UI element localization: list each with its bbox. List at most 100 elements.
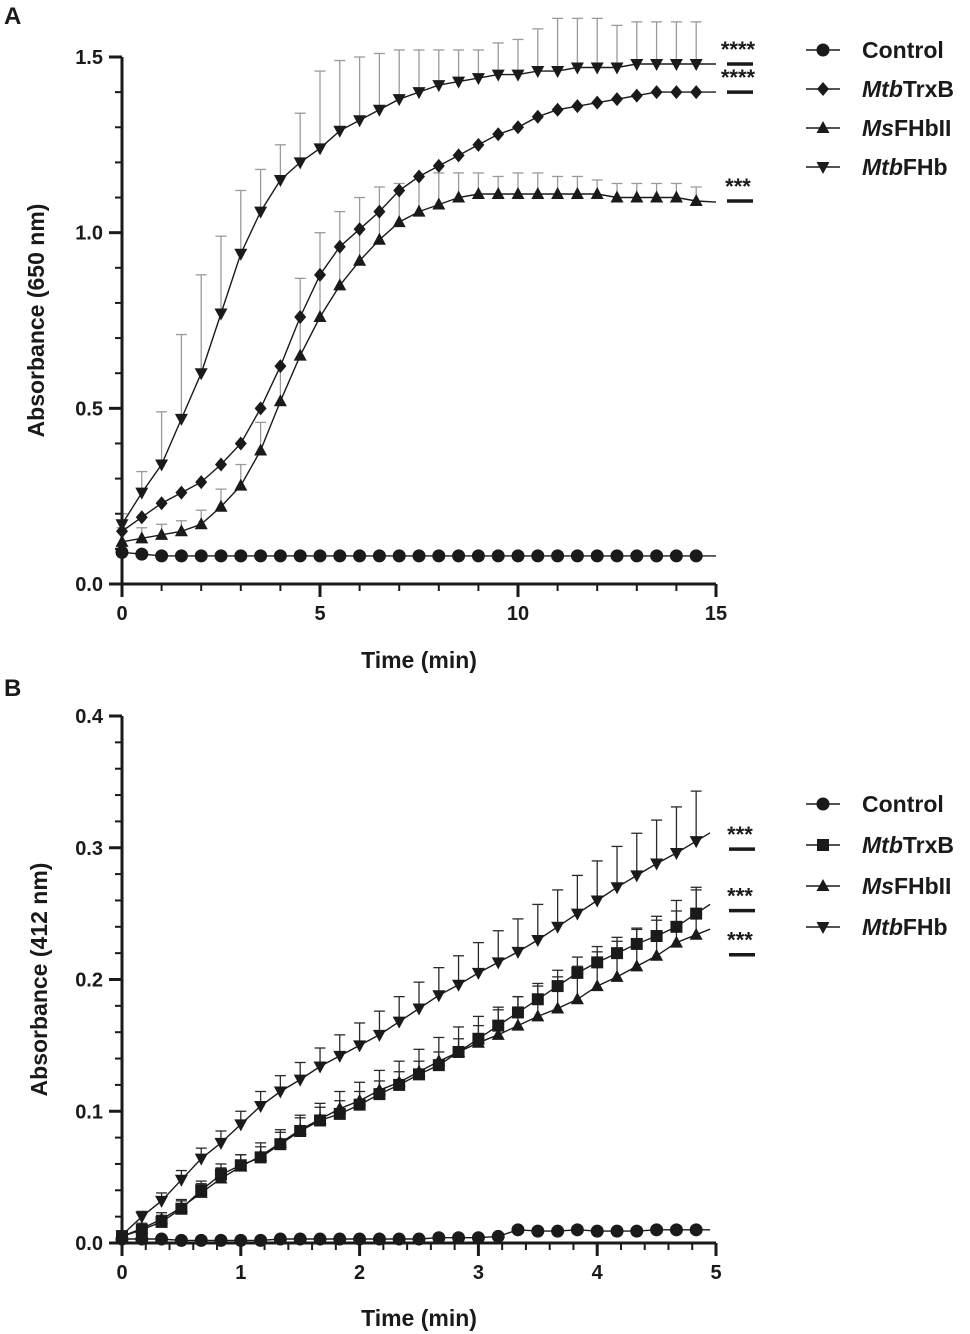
data-point-mtbtrxb [571,966,584,979]
data-point-mtbfhb [471,73,485,86]
y-tick-label: 0.2 [75,970,103,992]
data-point-control [511,549,525,563]
data-point-control [432,549,446,563]
data-point-mtbtrxb [591,956,604,969]
data-point-msfhbii [570,187,584,200]
data-point-control [174,1233,188,1247]
data-point-mtbtrxb [413,169,425,184]
data-point-mtbfhb [551,66,565,79]
significance-label: *** [727,928,753,953]
series-line-mtbfhb [121,63,716,525]
data-point-mtbfhb [392,1016,406,1029]
data-point-control [669,549,683,563]
data-point-control [194,549,208,563]
data-point-mtbtrxb [274,359,287,374]
data-point-msfhbii [471,1035,485,1048]
legend-italic-prefix: Mtb [862,76,903,102]
data-point-msfhbii [194,1185,208,1198]
legend-entry-msfhbii: MsFHbII [862,873,951,899]
data-point-control [273,549,287,563]
data-point-mtbfhb [135,1211,149,1224]
data-point-mtbfhb [630,870,644,883]
legend-entry-mtbfhb: MtbFHb [862,154,948,180]
data-point-mtbfhb [353,115,367,128]
data-point-mtbtrxb [432,158,445,173]
data-point-mtbtrxb [591,95,604,110]
data-point-msfhbii [471,187,485,200]
data-point-mtbfhb [174,413,188,426]
data-point-mtbfhb [491,957,505,970]
series-line-mtbfhb [121,832,711,1236]
x-tick-label: 0 [116,1262,127,1284]
panel-label-a: A [4,3,21,30]
data-point-mtbfhb [689,836,703,849]
chart-panel-a: 0 5 10 15 0.0 0.5 1.0 1.5 Time (min) Absorbance (… [23,17,954,673]
data-point-mtbtrxb [650,930,663,943]
data-point-mtbfhb [610,62,624,75]
data-point-mtbfhb [511,69,525,82]
data-point-msfhbii [372,232,386,245]
data-point-mtbtrxb [670,920,683,933]
legend-marker-mtbtrxb [817,82,829,96]
series-markers [115,836,703,1247]
data-point-msfhbii [254,443,268,456]
data-point-mtbfhb [254,1100,268,1113]
data-point-control [333,549,347,563]
legend-marker-control [816,43,830,57]
data-point-msfhbii [491,187,505,200]
data-point-mtbfhb [570,908,584,921]
data-point-msfhbii [412,204,426,217]
legend-label: Control [862,37,944,63]
data-point-msfhbii [610,969,624,982]
data-point-mtbtrxb [452,148,465,163]
data-point-mtbtrxb [314,267,326,282]
data-point-mtbfhb [669,59,683,72]
data-point-msfhbii [551,187,565,200]
data-point-mtbfhb [432,80,446,93]
axes: 0 1 2 3 4 5 0.0 0.1 0.2 0.3 0.4 Time (min) Absorbanc… [26,706,722,1331]
data-point-msfhbii [650,948,664,961]
legend-label: TrxB [903,76,954,102]
data-point-control [570,1223,584,1237]
y-tick-label: 0.4 [75,706,104,728]
data-point-control [452,1231,466,1245]
data-point-msfhbii [531,1009,545,1022]
data-point-control [135,547,149,561]
significance-marks: *********** [721,37,756,203]
data-point-mtbfhb [313,1061,327,1074]
significance-marks: *** *** *** [727,822,755,957]
data-point-msfhbii [234,1159,248,1172]
legend-italic-prefix: Mtb [862,154,903,180]
significance-label: **** [721,65,756,90]
data-point-mtbtrxb [393,183,406,198]
x-tick-label: 5 [314,603,325,625]
data-point-control [511,1223,525,1237]
data-point-control [491,1229,505,1243]
significance-label: *** [725,174,751,199]
data-point-control [174,549,188,563]
series-lines [121,63,717,557]
legend-italic-prefix: Ms [862,115,894,141]
legend-label: FHbII [894,873,952,899]
y-tick-label: 0.5 [75,398,103,420]
x-axis-title: Time (min) [361,1305,477,1331]
x-tick-label: 15 [705,603,727,625]
data-point-control [214,549,228,563]
data-point-mtbtrxb [611,947,624,960]
data-point-msfhbii [689,927,703,940]
data-point-msfhbii [333,1101,347,1114]
data-point-control [689,549,703,563]
legend-label: FHb [903,154,948,180]
panel-label-b: B [4,675,21,702]
data-point-mtbtrxb [531,993,544,1006]
data-point-mtbtrxb [155,496,168,511]
data-point-mtbtrxb [511,1006,524,1019]
data-point-control [590,549,604,563]
legend-label: Control [862,791,944,817]
data-point-mtbfhb [214,308,228,321]
data-point-msfhbii [630,190,644,203]
data-point-mtbfhb [452,979,466,992]
data-point-msfhbii [432,197,446,210]
data-point-control [313,549,327,563]
legend-italic-prefix: Mtb [862,832,903,858]
